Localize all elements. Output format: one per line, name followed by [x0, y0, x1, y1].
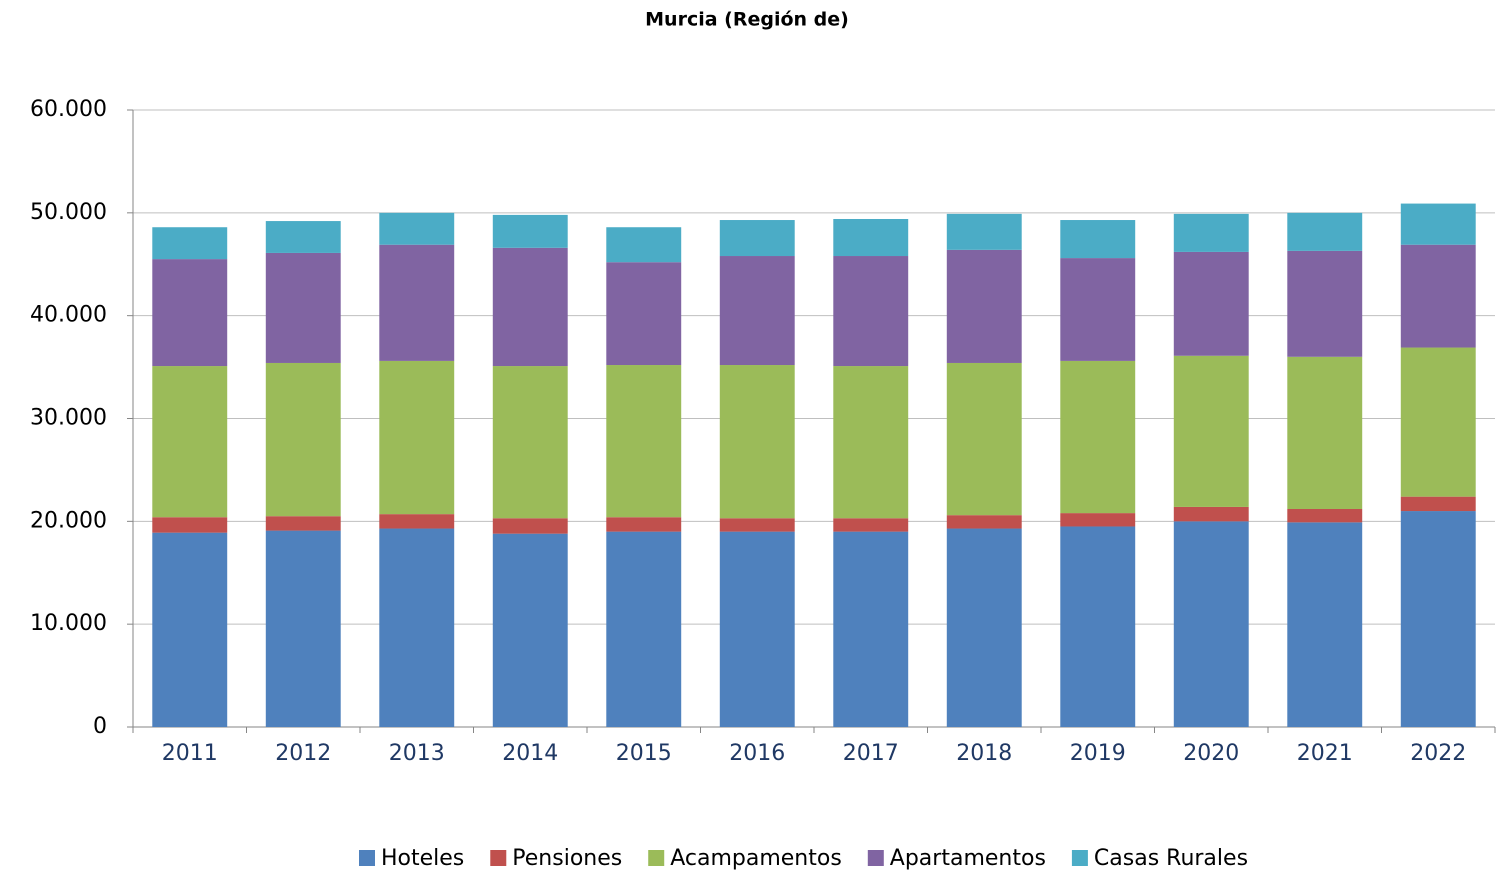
bar-segment: [1400, 511, 1476, 727]
bar-segment: [1287, 356, 1363, 509]
bar-segment: [492, 366, 568, 519]
legend-swatch: [867, 850, 884, 866]
bar-segment: [379, 212, 455, 245]
x-tick-label: 2022: [1410, 741, 1466, 766]
bar-segment: [1400, 496, 1476, 512]
bar-segment: [719, 365, 795, 519]
bar-segment: [265, 530, 341, 727]
bar-segment: [492, 214, 568, 248]
bar-segment: [1287, 212, 1363, 251]
bar-segment: [1287, 250, 1363, 357]
legend-label: Casas Rurales: [1094, 846, 1248, 871]
bar-segment: [719, 531, 795, 727]
legend-label: Acampamentos: [670, 846, 842, 871]
x-tick-label: 2021: [1297, 741, 1353, 766]
bar-segment: [833, 531, 909, 727]
bar-segment: [833, 256, 909, 367]
bar-segment: [719, 256, 795, 366]
bar-segment: [152, 366, 228, 518]
bar-segment: [152, 259, 228, 367]
legend-swatch: [490, 850, 507, 866]
x-tick-label: 2017: [843, 741, 899, 766]
x-tick-label: 2011: [162, 741, 218, 766]
x-tick-label: 2020: [1183, 741, 1239, 766]
bar-segment: [379, 244, 455, 361]
chart-title: Murcia (Región de): [645, 9, 849, 31]
legend-label: Hoteles: [381, 846, 464, 871]
bar-segment: [492, 533, 568, 727]
y-tick-label: 30.000: [30, 406, 107, 431]
legend-label: Apartamentos: [890, 846, 1046, 871]
bar-segment: [1060, 513, 1136, 527]
y-tick-label: 20.000: [30, 508, 107, 533]
bar-segment: [833, 366, 909, 519]
x-tick-label: 2013: [389, 741, 445, 766]
legend-swatch: [359, 850, 375, 866]
bar-segment: [719, 220, 795, 257]
bar-segment: [946, 362, 1022, 516]
bar-segment: [1400, 203, 1476, 245]
bar-segment: [1400, 244, 1476, 348]
bar-segment: [379, 528, 455, 727]
x-tick-label: 2019: [1070, 741, 1126, 766]
bar-segment: [1400, 347, 1476, 497]
bar-segment: [719, 518, 795, 532]
bar-segment: [379, 360, 455, 515]
x-tick-label: 2015: [616, 741, 672, 766]
y-tick-label: 10.000: [30, 611, 107, 636]
x-tick-label: 2014: [502, 741, 558, 766]
bar-segment: [833, 518, 909, 532]
bar-segment: [265, 362, 341, 517]
bar-segment: [946, 528, 1022, 727]
bar-segment: [1173, 251, 1249, 356]
y-tick-label: 0: [93, 714, 107, 739]
legend-label: Pensiones: [512, 846, 622, 871]
bar-segment: [606, 517, 682, 532]
bar-segment: [152, 532, 228, 727]
bar-segment: [946, 249, 1022, 363]
legend-swatch: [1071, 850, 1088, 866]
bar-segment: [265, 221, 341, 253]
bar-segment: [1060, 526, 1136, 727]
y-tick-label: 50.000: [30, 200, 107, 225]
bar-segment: [152, 227, 228, 260]
y-tick-label: 60.000: [30, 97, 107, 122]
bar-segment: [606, 227, 682, 263]
bar-segment: [833, 219, 909, 257]
x-tick-label: 2016: [729, 741, 785, 766]
bar-segment: [1173, 213, 1249, 252]
y-tick-label: 40.000: [30, 303, 107, 328]
bar-segment: [152, 517, 228, 533]
bar-segment: [1173, 506, 1249, 522]
bar-segment: [379, 514, 455, 529]
bar-segment: [1173, 355, 1249, 507]
legend-swatch: [648, 850, 665, 866]
bar-segment: [606, 262, 682, 366]
bar-segment: [492, 518, 568, 534]
bar-segment: [265, 516, 341, 531]
bar-segment: [1060, 258, 1136, 361]
bar-segment: [1060, 360, 1136, 514]
bar-segment: [946, 515, 1022, 529]
bar-segment: [1287, 508, 1363, 523]
bar-segment: [1173, 521, 1249, 727]
x-tick-label: 2012: [275, 741, 331, 766]
bar-segment: [606, 365, 682, 518]
bar-segment: [1287, 522, 1363, 727]
x-tick-label: 2018: [956, 741, 1012, 766]
bar-segment: [265, 252, 341, 363]
bar-segment: [606, 531, 682, 727]
bar-segment: [492, 247, 568, 367]
bar-segment: [946, 213, 1022, 250]
bar-segment: [1060, 220, 1136, 259]
